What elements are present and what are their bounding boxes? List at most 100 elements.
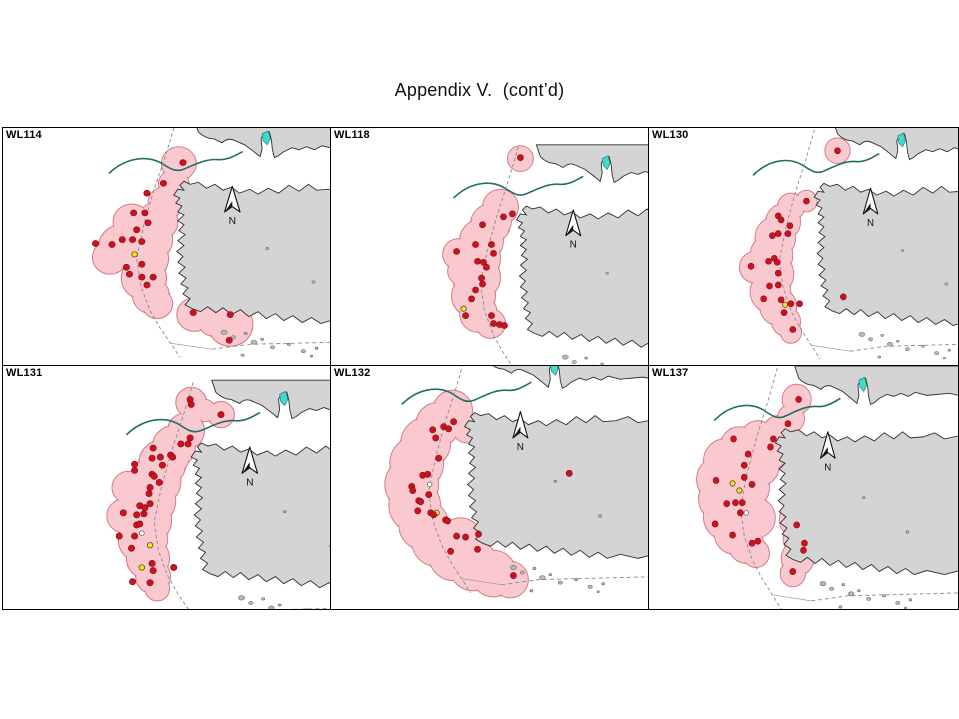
sighting-dot-red xyxy=(760,295,767,303)
sighting-dot-red xyxy=(766,282,773,290)
sighting-dot-red xyxy=(501,322,508,329)
map-panel-wl130: N WL130 xyxy=(649,128,958,366)
sighting-dot-red xyxy=(118,236,126,243)
sighting-dot-open xyxy=(743,510,749,516)
north-label: N xyxy=(229,216,236,227)
sighting-dot-red xyxy=(430,511,438,519)
sighting-dot-red xyxy=(129,578,137,586)
sighting-dot-red xyxy=(711,520,719,528)
panel-label: WL131 xyxy=(6,367,43,379)
north-label: N xyxy=(517,442,524,453)
sighting-dot-red xyxy=(144,219,152,227)
sighting-dot-red xyxy=(740,461,748,469)
sighting-dot-red xyxy=(128,544,136,552)
sighting-dot-red xyxy=(122,263,130,271)
sighting-dots xyxy=(92,159,234,344)
panel-label: WL118 xyxy=(334,129,370,141)
sighting-dot-red xyxy=(129,236,137,243)
map-grid: N WL114 N WL118 N WL130 N WL131 xyxy=(2,127,959,610)
panel-label: WL114 xyxy=(6,129,42,141)
sighting-dot-red xyxy=(478,274,485,282)
sighting-dot-red xyxy=(565,469,573,477)
sighting-dot-red xyxy=(472,286,479,294)
panel-label: WL137 xyxy=(652,367,689,379)
sighting-dot-red xyxy=(777,296,785,304)
map-panel-wl137: N WL137 xyxy=(649,366,958,609)
sighting-dot-red xyxy=(184,440,192,448)
sighting-dot-yellow xyxy=(782,301,789,308)
panel-label: WL130 xyxy=(652,129,689,141)
sighting-dot-red xyxy=(417,498,425,506)
sighting-dot-yellow xyxy=(146,542,154,549)
sighting-dot-red xyxy=(509,210,516,218)
map-canvas: N xyxy=(3,128,330,365)
sighting-dot-red xyxy=(177,440,185,448)
sighting-dot-red xyxy=(186,434,194,442)
sighting-dot-red xyxy=(500,213,507,221)
sighting-dot-red xyxy=(490,320,497,327)
sighting-dot-red xyxy=(732,499,739,507)
sighting-dot-red xyxy=(488,241,495,248)
sighting-dot-red xyxy=(125,270,133,278)
sighting-dot-red xyxy=(789,568,797,575)
sighting-dot-red xyxy=(468,295,475,303)
map-panel-wl132: N WL132 xyxy=(331,366,649,609)
sighting-dot-red xyxy=(800,546,807,554)
sighting-dot-red xyxy=(453,248,460,255)
sighting-dot-red xyxy=(840,293,847,301)
sighting-dot-red xyxy=(462,312,469,319)
map-canvas: N xyxy=(649,366,958,609)
sighting-dot-red xyxy=(146,484,154,491)
sighting-dot-red xyxy=(425,491,433,499)
sighting-dot-red xyxy=(517,154,524,161)
sighting-dot-red xyxy=(754,537,762,545)
sighting-dot-red xyxy=(747,262,755,270)
sighting-dot-red xyxy=(156,453,164,461)
sighting-dot-red xyxy=(150,472,158,480)
sighting-dot-red xyxy=(187,401,195,408)
sighting-dot-open xyxy=(139,530,145,536)
sighting-dot-red xyxy=(474,545,481,553)
sighting-dots xyxy=(747,147,847,333)
sighting-dot-red xyxy=(140,510,148,518)
sighting-dot-red xyxy=(786,222,794,230)
map-panel-wl118: N WL118 xyxy=(331,128,649,366)
sighting-dot-red xyxy=(169,453,177,461)
sighting-dot-red xyxy=(453,532,460,540)
sighting-dot-red xyxy=(146,579,154,587)
sighting-dots xyxy=(115,395,225,587)
sighting-dot-red xyxy=(145,490,153,498)
range-region xyxy=(738,137,857,344)
sighting-dot-red xyxy=(138,273,146,281)
map-panel-wl131: N WL131 xyxy=(3,366,331,609)
page-title: Appendix V. (cont’d) xyxy=(394,80,565,100)
sighting-dot-red xyxy=(138,260,146,268)
sighting-dot-red xyxy=(159,179,167,187)
sighting-dot-red xyxy=(740,473,748,481)
sighting-dot-red xyxy=(409,487,417,494)
sighting-dot-red xyxy=(774,281,782,289)
sighting-dot-red xyxy=(170,564,178,571)
sighting-dot-yellow xyxy=(736,487,743,494)
sighting-dot-red xyxy=(447,547,455,555)
sighting-dot-red xyxy=(796,300,803,308)
sighting-dot-red xyxy=(146,500,154,508)
sighting-dot-red xyxy=(462,533,469,541)
sighting-dot-red xyxy=(450,418,458,426)
sighting-dot-red xyxy=(777,216,785,224)
sighting-dot-red xyxy=(435,454,443,462)
sighting-dot-red xyxy=(770,435,777,443)
sighting-dot-red xyxy=(133,511,141,519)
sighting-dot-red xyxy=(795,395,802,403)
sighting-dot-red xyxy=(730,435,737,443)
sighting-dot-red xyxy=(217,411,225,419)
sighting-dot-red xyxy=(143,281,151,289)
north-label: N xyxy=(824,462,831,473)
sighting-dot-red xyxy=(131,532,139,540)
sighting-dot-red xyxy=(149,444,157,452)
sighting-dot-red xyxy=(131,460,139,468)
sighting-dot-yellow xyxy=(131,251,138,258)
north-arrow: N xyxy=(512,411,529,453)
map-canvas: N xyxy=(331,128,648,365)
north-arrow: N xyxy=(224,185,241,227)
